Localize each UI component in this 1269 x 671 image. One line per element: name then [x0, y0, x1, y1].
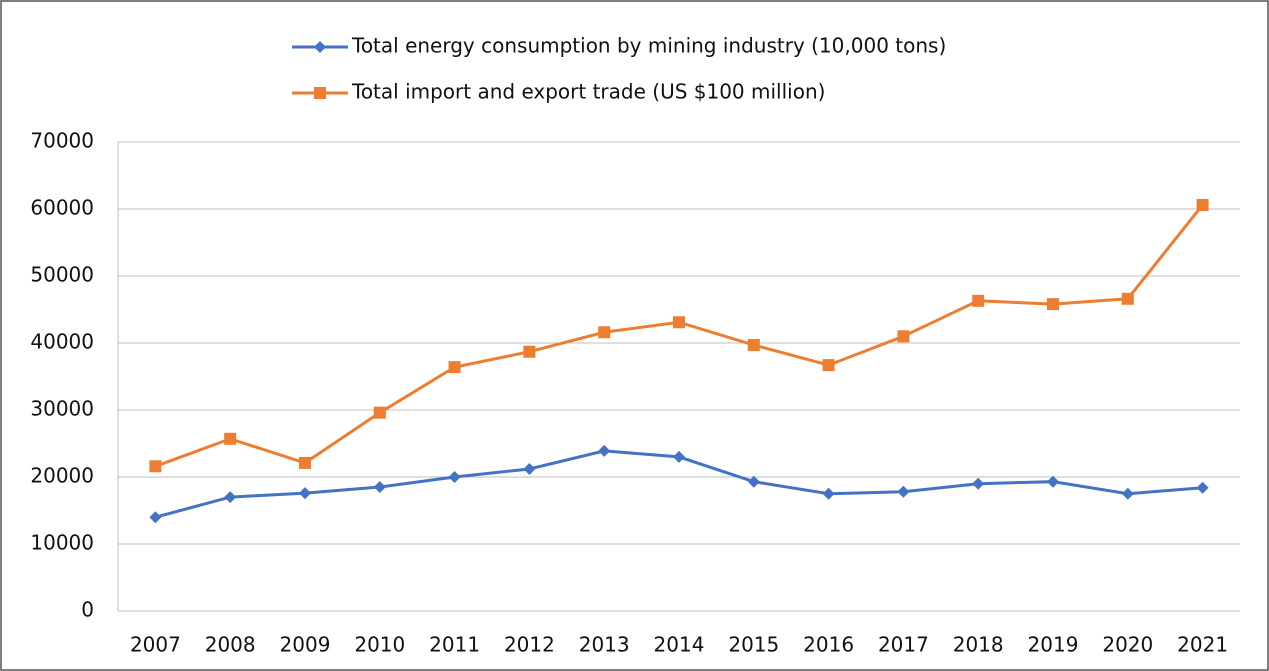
x-tick-label: 2011: [429, 633, 480, 657]
x-tick-label: 2009: [280, 633, 331, 657]
marker: [1121, 292, 1134, 305]
marker: [1196, 198, 1209, 211]
marker: [373, 481, 386, 494]
marker: [972, 294, 985, 307]
y-tick-label: 10000: [30, 531, 94, 555]
x-tick-label: 2008: [205, 633, 256, 657]
x-tick-label: 2018: [953, 633, 1004, 657]
marker: [299, 487, 311, 500]
x-tick-label: 2007: [130, 633, 181, 657]
x-tick-label: 2021: [1177, 633, 1228, 657]
y-tick-label: 30000: [30, 397, 94, 421]
marker: [673, 450, 685, 463]
x-tick-label: 2013: [579, 633, 630, 657]
marker: [523, 462, 536, 475]
marker: [448, 471, 461, 483]
marker: [314, 87, 326, 99]
x-tick-label: 2012: [504, 633, 555, 657]
marker: [673, 316, 685, 329]
marker: [448, 361, 461, 374]
y-tick-label: 0: [81, 598, 94, 622]
marker: [1121, 487, 1134, 500]
legend-label: Total energy consumption by mining indus…: [351, 34, 946, 58]
x-tick-label: 2016: [803, 633, 854, 657]
y-tick-label: 60000: [30, 196, 94, 220]
marker: [598, 326, 611, 339]
marker: [149, 511, 162, 524]
x-tick-label: 2015: [728, 633, 779, 657]
y-tick-label: 70000: [30, 129, 94, 153]
marker: [747, 339, 760, 352]
marker: [897, 330, 910, 343]
marker: [314, 41, 326, 53]
marker: [1047, 475, 1059, 488]
marker: [897, 485, 910, 498]
marker: [373, 406, 386, 419]
marker: [149, 460, 162, 473]
marker: [523, 345, 536, 358]
marker: [1196, 481, 1209, 494]
marker: [224, 491, 237, 504]
x-tick-label: 2010: [354, 633, 405, 657]
marker: [299, 456, 311, 469]
y-tick-label: 50000: [30, 263, 94, 287]
y-tick-label: 20000: [30, 464, 94, 488]
x-tick-label: 2019: [1028, 633, 1079, 657]
marker: [972, 477, 985, 490]
x-tick-label: 2020: [1102, 633, 1153, 657]
marker: [1047, 298, 1059, 311]
y-tick-label: 40000: [30, 330, 94, 354]
marker: [224, 432, 237, 445]
marker: [747, 475, 760, 488]
marker: [822, 359, 835, 372]
legend-label: Total import and export trade (US $100 m…: [351, 80, 825, 104]
marker: [822, 487, 835, 500]
marker: [598, 444, 611, 457]
x-tick-label: 2014: [654, 633, 705, 657]
x-tick-label: 2017: [878, 633, 929, 657]
